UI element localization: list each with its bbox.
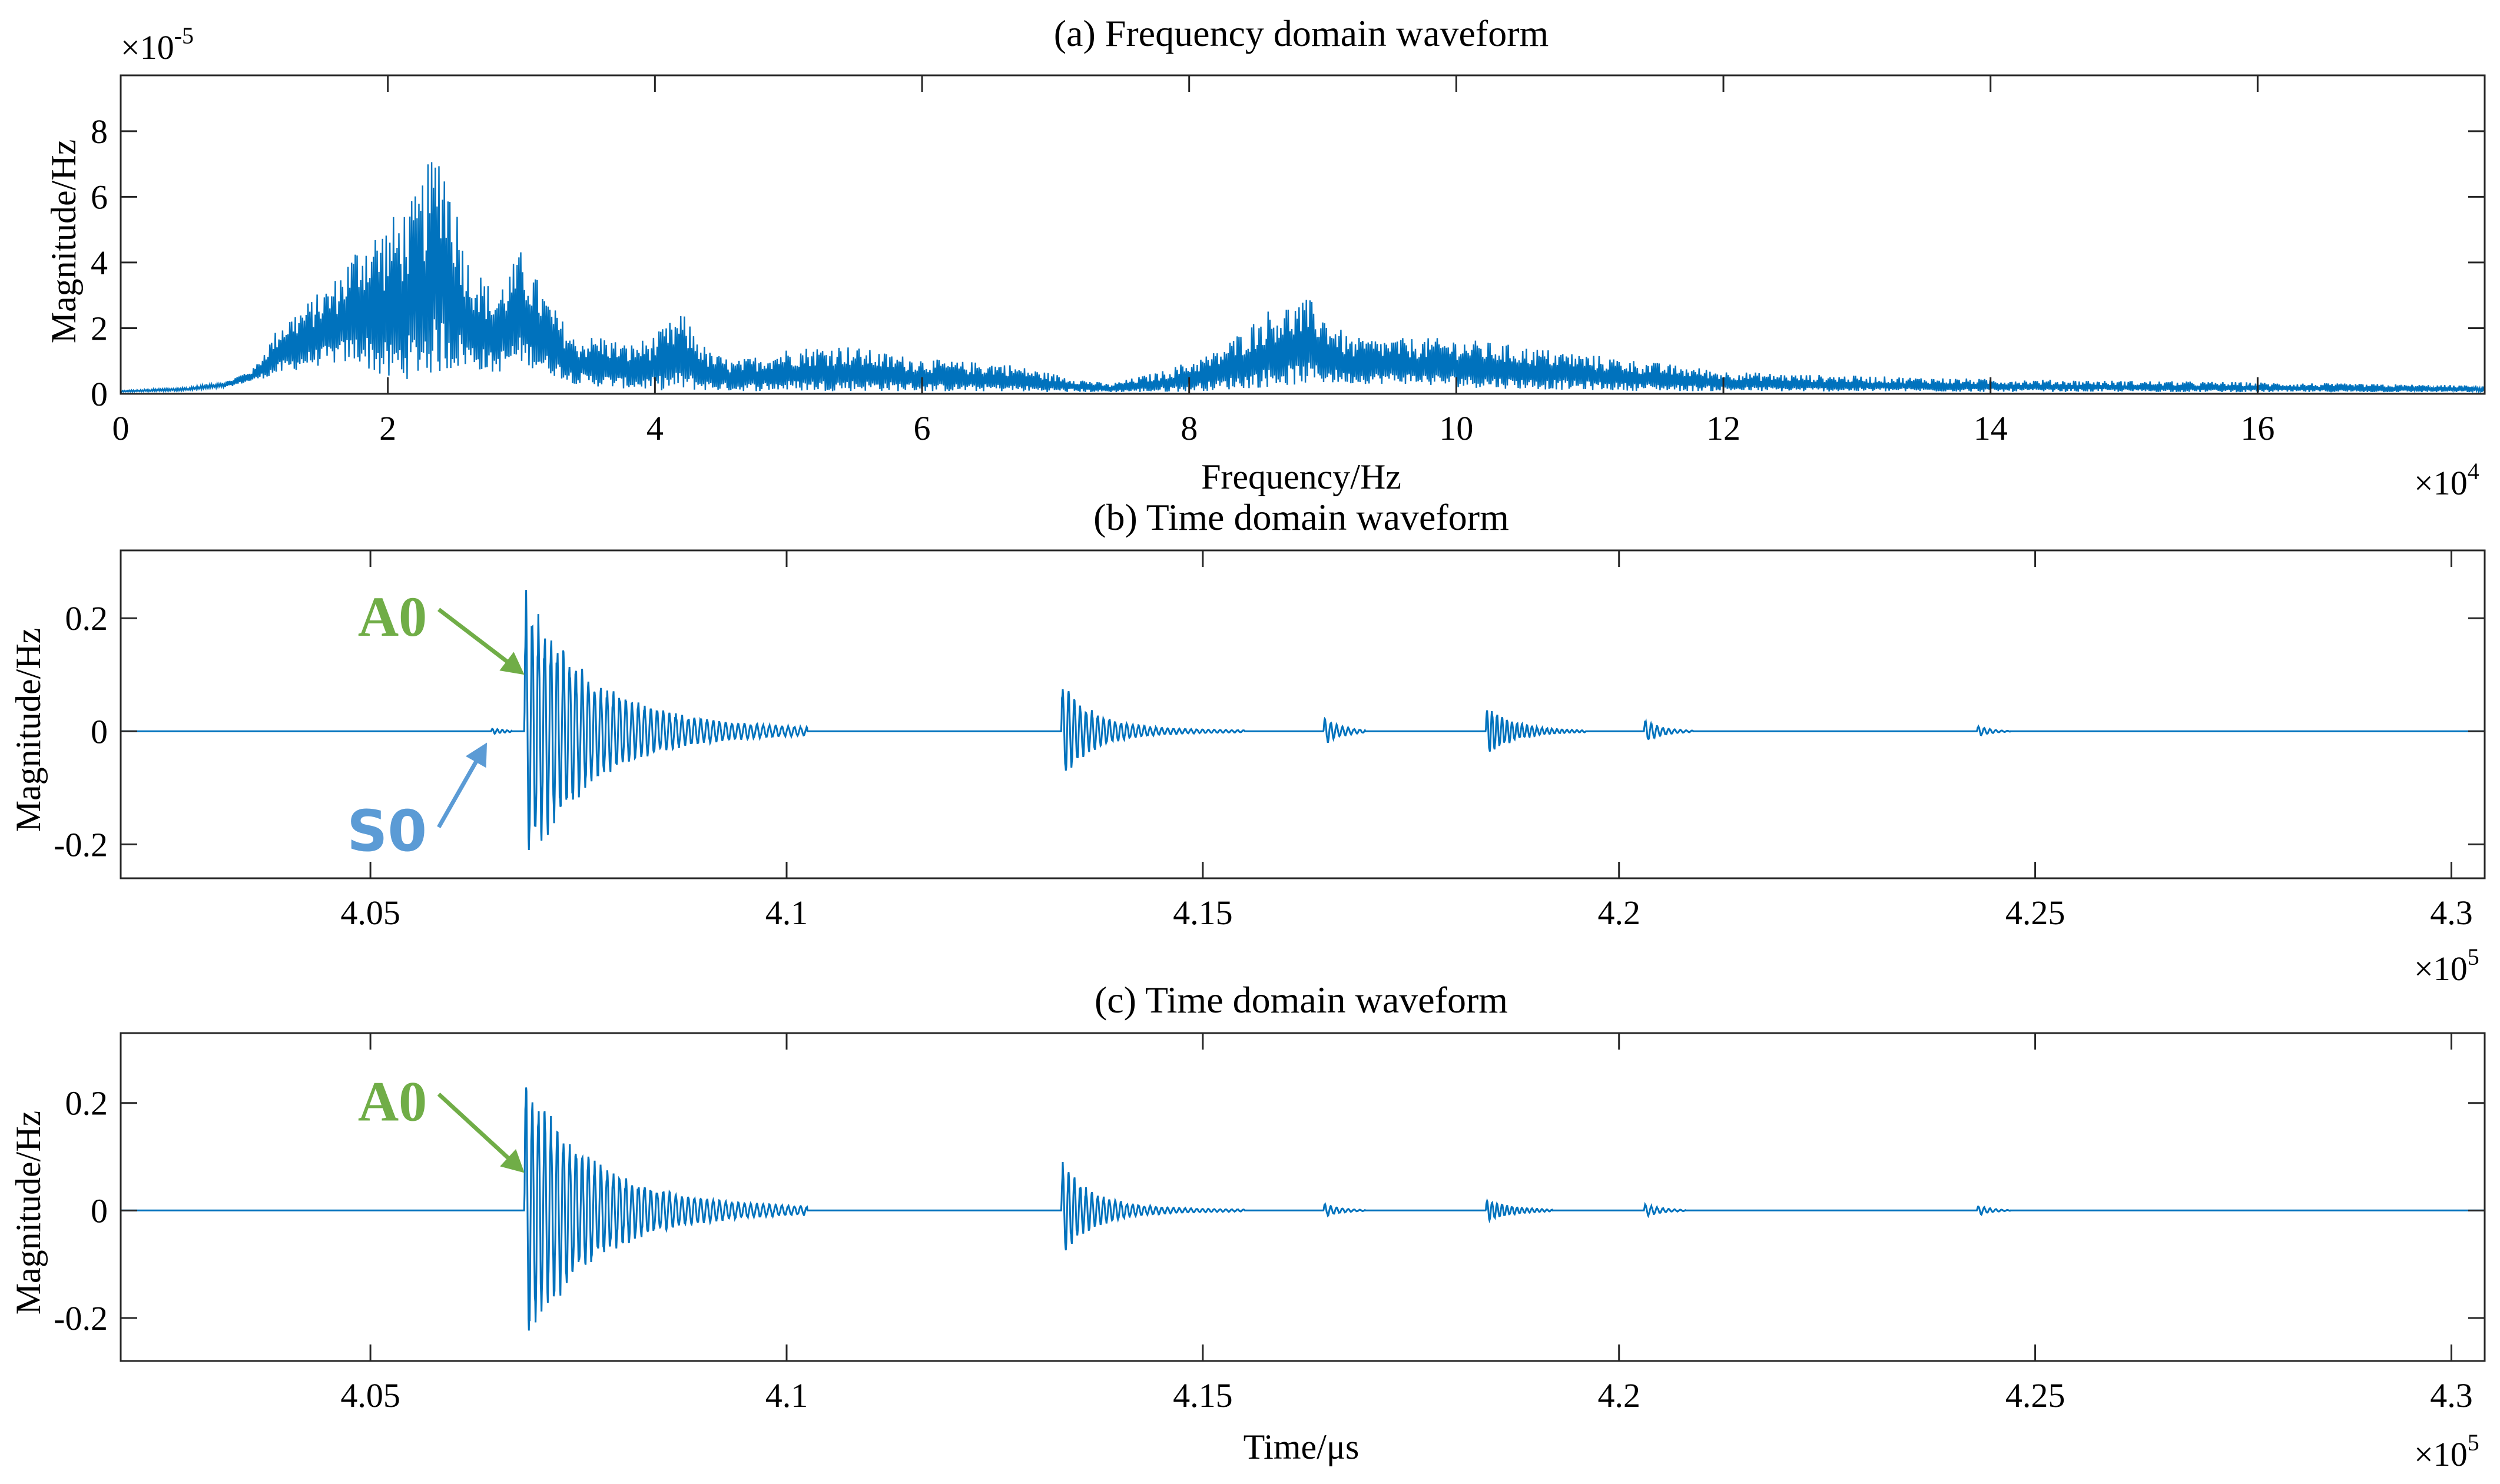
panel-c-y-axis-label: Magnitude/Hz	[9, 1111, 48, 1315]
panel-a-x-tick-label: 4	[646, 409, 664, 447]
panel-a-plot	[120, 162, 2486, 394]
panel-a-y-tick-label: 2	[91, 309, 108, 347]
panel-c-x-tick-label: 4.3	[2430, 1376, 2473, 1415]
panel-c-x-tick-label: 4.05	[340, 1376, 400, 1415]
panel-b-x-exponent-power: 5	[2468, 944, 2479, 970]
panel-a-y-axis-label: Magnitude/Hz	[44, 140, 83, 344]
panel-b-annotation-s0: S0	[347, 798, 427, 864]
panel-a-x-exponent-power: 4	[2468, 458, 2479, 484]
panel-b-x-exponent: ×105	[2414, 944, 2479, 988]
panel-c-y-tick-label: 0	[91, 1191, 108, 1230]
panel-c-y-ticks: -0.2 0 0.2	[54, 1084, 2485, 1337]
panel-a-x-ticks: 0 2 4 6 8 10 12 14 16	[112, 75, 2274, 447]
panel-c-x-exponent: ×105	[2414, 1429, 2479, 1473]
panel-b-x-ticks: 4.05 4.1 4.15 4.2 4.25 4.3	[340, 550, 2473, 932]
panel-a-x-tick-label: 6	[914, 409, 931, 447]
panel-b-x-multiplier: ×10	[2414, 950, 2468, 988]
panel-a-y-tick-label: 6	[91, 178, 108, 216]
panel-a: (a) Frequency domain waveform 0 2 4 6 8 10 12 1…	[44, 12, 2486, 502]
panel-c-title: (c) Time domain waveform	[1095, 979, 1508, 1021]
panel-b-x-tick-label: 4.25	[2005, 894, 2065, 932]
panel-c-x-tick-label: 4.25	[2005, 1376, 2065, 1415]
panel-a-x-tick-label: 14	[1974, 409, 2008, 447]
panel-b-annotations: A0 S0	[347, 585, 525, 864]
panel-a-y-multiplier: ×10	[121, 28, 174, 67]
panel-a-y-exponent-power: -5	[174, 22, 194, 49]
panel-a-x-tick-label: 12	[1706, 409, 1740, 447]
panel-b-y-ticks: -0.2 0 0.2	[54, 599, 2485, 864]
panel-b-y-tick-label: -0.2	[54, 825, 108, 864]
panel-a-x-exponent: ×104	[2414, 458, 2479, 502]
panel-b-y-tick-label: 0.2	[65, 599, 108, 638]
panel-b-y-tick-label: 0	[91, 712, 108, 751]
panel-c-annotation-a0: A0	[358, 1070, 427, 1133]
panel-b-axes-box	[120, 549, 2486, 879]
panel-b-waveform-series	[121, 590, 2485, 851]
panel-c-x-exponent-power: 5	[2468, 1429, 2479, 1456]
panel-a-x-tick-label: 10	[1439, 409, 1473, 447]
panel-c: (c) Time domain waveform 4.05 4.1 4.15 4.2 4…	[9, 979, 2486, 1473]
panel-c-y-tick-label: 0.2	[65, 1084, 108, 1123]
panel-b-annotation-arrow-s0	[437, 756, 480, 828]
panel-c-waveform-series	[121, 1087, 2485, 1331]
panel-c-annotations: A0	[358, 1070, 525, 1173]
panel-a-title: (a) Frequency domain waveform	[1054, 12, 1549, 54]
panel-b-x-tick-label: 4.3	[2430, 894, 2473, 932]
panel-b-title: (b) Time domain waveform	[1093, 496, 1509, 538]
panel-c-annotation-arrow-a0	[437, 1093, 513, 1163]
panel-c-annotation-arrowhead-a0	[500, 1148, 525, 1173]
panel-b-annotation-arrow-a0	[437, 607, 512, 666]
panel-c-x-tick-label: 4.1	[765, 1376, 808, 1415]
panel-b-annotation-arrowhead-a0	[499, 652, 525, 675]
panel-c-x-axis-label: Time/μs	[1244, 1427, 1360, 1466]
panel-c-x-multiplier: ×10	[2414, 1435, 2468, 1473]
panel-a-y-tick-label: 0	[91, 375, 108, 413]
panel-b: (b) Time domain waveform 4.05 4.1 4.15 4.2 4…	[9, 496, 2486, 988]
panel-c-axes-box	[120, 1032, 2486, 1362]
panel-b-annotation-a0: A0	[358, 585, 427, 648]
panel-c-x-tick-label: 4.2	[1597, 1376, 1640, 1415]
panel-a-x-multiplier: ×10	[2414, 464, 2468, 502]
panel-a-x-tick-label: 8	[1181, 409, 1198, 447]
panel-a-axes-box	[120, 74, 2486, 395]
panel-a-x-tick-label: 2	[379, 409, 396, 447]
panel-a-y-tick-label: 4	[91, 244, 108, 282]
panel-c-x-tick-label: 4.15	[1173, 1376, 1233, 1415]
panel-a-x-tick-label: 0	[112, 409, 130, 447]
panel-a-x-axis-label: Frequency/Hz	[1201, 457, 1401, 496]
panel-b-x-tick-label: 4.1	[765, 894, 808, 932]
panel-b-annotation-arrowhead-s0	[465, 742, 488, 768]
panel-a-y-exponent: ×10-5	[121, 22, 194, 67]
panel-c-y-tick-label: -0.2	[54, 1299, 108, 1337]
panel-a-x-tick-label: 16	[2240, 409, 2274, 447]
panel-b-x-tick-label: 4.15	[1173, 894, 1233, 932]
panel-a-y-tick-label: 8	[91, 112, 108, 151]
panel-b-y-axis-label: Magnitude/Hz	[9, 628, 48, 832]
panel-b-x-tick-label: 4.2	[1597, 894, 1640, 932]
panel-a-y-ticks: 0 2 4 6 8	[91, 112, 2485, 413]
panel-b-x-tick-label: 4.05	[340, 894, 400, 932]
panel-b-plot	[121, 590, 2485, 851]
panel-c-x-ticks: 4.05 4.1 4.15 4.2 4.25 4.3	[340, 1033, 2473, 1415]
panel-a-spectrum-series	[120, 162, 2486, 394]
panel-c-plot	[121, 1087, 2485, 1331]
